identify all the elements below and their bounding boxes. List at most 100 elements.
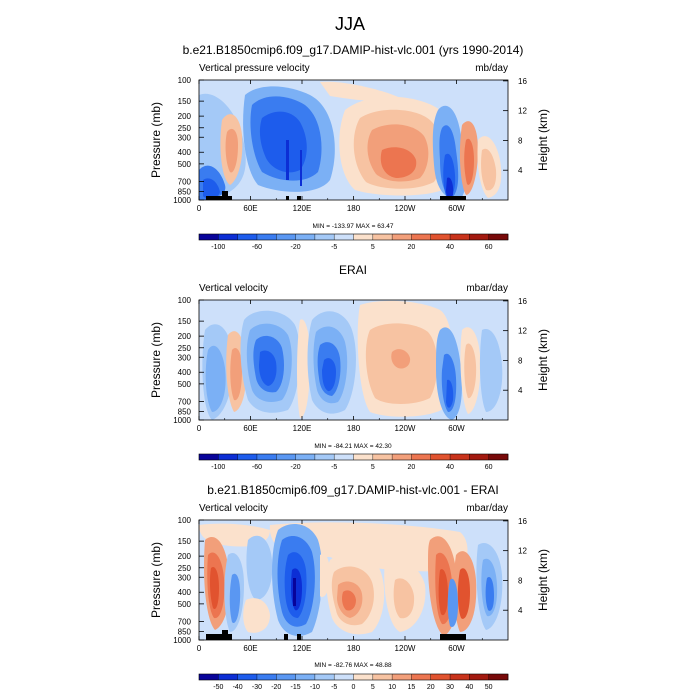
panel-units-label: mbar/day (466, 283, 508, 294)
y-tick-label: 250 (178, 124, 192, 133)
colorbar-swatch (295, 234, 316, 240)
colorbar-swatch (353, 234, 374, 240)
colorbar-swatch (450, 454, 470, 460)
colorbar-label: -40 (233, 684, 243, 691)
colorbar-swatch (334, 234, 354, 240)
x-tick-label: 120E (293, 644, 312, 653)
y-tick-label: 200 (178, 112, 192, 121)
y-tick-label: 250 (178, 344, 192, 353)
colorbar-label: -30 (252, 684, 262, 691)
colorbar-swatch (199, 674, 219, 680)
y-tick-label: 850 (178, 188, 192, 197)
colorbar-label: 40 (465, 684, 473, 691)
y-tick-label: 500 (178, 600, 192, 609)
y-tick-label: 100 (178, 76, 192, 85)
colorbar-swatch (295, 454, 316, 460)
colorbar-label: -100 (211, 244, 225, 251)
colorbar-swatch (488, 234, 509, 240)
colorbar-label: -15 (291, 684, 301, 691)
colorbar-label: -5 (331, 244, 337, 251)
min-max-label: MIN = -82.76 MAX = 48.88 (314, 662, 392, 669)
contour-field (199, 300, 508, 420)
colorbar-swatch (256, 454, 277, 460)
y-tick-label: 400 (178, 368, 192, 377)
colorbar-swatch (276, 234, 296, 240)
y-right-tick-label: 12 (518, 547, 527, 556)
x-tick-label: 0 (197, 204, 202, 213)
colorbar-swatch (469, 454, 489, 460)
colorbar-label: -60 (252, 464, 262, 471)
y-right-tick-label: 4 (518, 166, 523, 175)
panel-left-label: Vertical velocity (199, 283, 268, 294)
colorbar-swatch (411, 454, 432, 460)
colorbar-swatch (218, 234, 238, 240)
colorbar-swatch (353, 674, 374, 680)
panel-difference: b.e21.B1850cmip6.f09_g17.DAMIP-hist-vlc.… (149, 483, 550, 691)
colorbar-swatch (199, 454, 219, 460)
x-tick-label: 180 (347, 644, 361, 653)
contour-field (199, 80, 508, 200)
x-tick-label: 180 (347, 424, 361, 433)
colorbar-label: 40 (446, 244, 454, 251)
y-right-tick-label: 8 (518, 136, 523, 145)
colorbar-swatch (450, 234, 470, 240)
y-tick-label: 100 (178, 296, 192, 305)
x-tick-label: 120E (293, 204, 312, 213)
y-tick-label: 1000 (173, 416, 191, 425)
x-tick-label: 60W (448, 424, 465, 433)
y-right-tick-label: 8 (518, 576, 523, 585)
y-tick-label: 300 (178, 573, 192, 582)
y-tick-label: 700 (178, 177, 192, 186)
panel-left-label: Vertical velocity (199, 503, 268, 514)
colorbar-swatch (488, 454, 509, 460)
colorbar-swatch (256, 674, 277, 680)
colorbar-swatch (469, 674, 489, 680)
panel-units-label: mbar/day (466, 503, 508, 514)
colorbar-swatch (218, 454, 238, 460)
y-tick-label: 700 (178, 397, 192, 406)
y-tick-label: 850 (178, 628, 192, 637)
colorbar-swatch (295, 674, 316, 680)
colorbar-label: -20 (291, 464, 301, 471)
colorbar-label: 60 (485, 464, 493, 471)
colorbar-swatch (372, 674, 393, 680)
y-axis-label-right: Height (km) (536, 549, 550, 611)
colorbar-swatch (218, 674, 238, 680)
y-tick-label: 1000 (173, 196, 191, 205)
colorbar-swatch (314, 234, 335, 240)
y-tick-label: 150 (178, 537, 192, 546)
colorbar-swatch (276, 454, 296, 460)
x-tick-label: 60E (243, 644, 257, 653)
y-tick-label: 850 (178, 408, 192, 417)
y-axis-label-right: Height (km) (536, 329, 550, 391)
panel-title: ERAI (339, 263, 367, 277)
colorbar-swatch (488, 674, 509, 680)
y-axis-label: Pressure (mb) (149, 542, 163, 618)
colorbar-label: -20 (291, 244, 301, 251)
x-tick-label: 0 (197, 424, 202, 433)
colorbar-swatch (237, 234, 258, 240)
colorbar-swatch (392, 454, 412, 460)
colorbar: -100 -60 -20 -5 5 20 40 60 (198, 233, 509, 251)
colorbar-swatch (237, 674, 258, 680)
colorbar-label: 50 (485, 684, 493, 691)
y-tick-label: 300 (178, 133, 192, 142)
colorbar: -50 -40 -30 -20 -15 -10 -5 0 5 10 15 20 30 40 50 (198, 673, 509, 691)
colorbar-label: -60 (252, 244, 262, 251)
y-tick-label: 500 (178, 160, 192, 169)
colorbar-label: -5 (331, 464, 337, 471)
x-tick-label: 60W (448, 204, 465, 213)
y-right-tick-label: 16 (518, 517, 527, 526)
colorbar-swatch (199, 234, 219, 240)
y-tick-label: 300 (178, 353, 192, 362)
colorbar-swatch (430, 454, 451, 460)
colorbar-swatch (314, 454, 335, 460)
panel-units-label: mb/day (475, 63, 508, 74)
x-tick-label: 120E (293, 424, 312, 433)
colorbar-swatch (392, 234, 412, 240)
colorbar-swatch (372, 454, 393, 460)
y-axis-label-right: Height (km) (536, 109, 550, 171)
y-tick-label: 400 (178, 148, 192, 157)
